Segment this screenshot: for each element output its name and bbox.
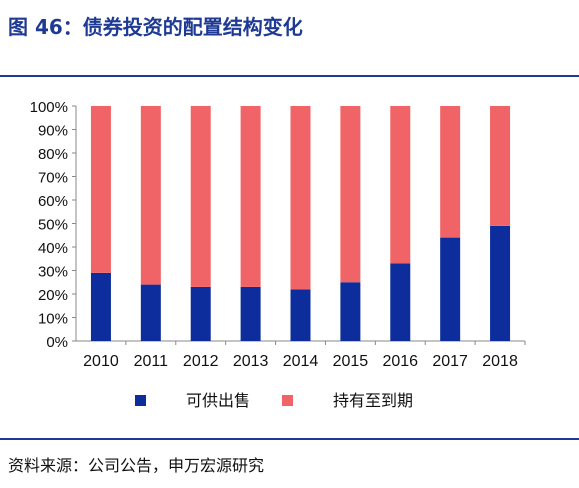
legend-label-available-for-sale: 可供出售 [186, 392, 250, 410]
bar-held-to-maturity-2011 [140, 106, 161, 285]
y-tick-label: 0% [46, 334, 68, 351]
bar-available-for-sale-2011 [140, 284, 161, 341]
x-tick-label: 2011 [134, 353, 169, 370]
y-tick-label: 20% [38, 287, 68, 304]
legend-label-held-to-maturity: 持有至到期 [333, 392, 413, 410]
legend-swatch-available-for-sale [135, 395, 146, 406]
y-tick-label: 90% [38, 123, 68, 140]
y-tick-label: 80% [38, 146, 68, 163]
x-tick-label: 2010 [83, 353, 119, 370]
bar-held-to-maturity-2014 [290, 106, 311, 290]
source-divider [0, 438, 579, 440]
x-tick-label: 2018 [482, 353, 518, 370]
bar-held-to-maturity-2018 [490, 106, 511, 226]
bar-held-to-maturity-2012 [190, 106, 211, 287]
x-tick-label: 2016 [382, 353, 418, 370]
y-tick-label: 60% [38, 193, 68, 210]
y-tick-label: 70% [38, 170, 68, 187]
bar-held-to-maturity-2016 [390, 106, 411, 264]
bar-available-for-sale-2010 [90, 272, 111, 341]
title-divider [0, 75, 579, 77]
bar-available-for-sale-2018 [490, 225, 511, 341]
bar-held-to-maturity-2015 [340, 106, 361, 283]
y-tick-label: 40% [38, 240, 68, 257]
bar-available-for-sale-2017 [440, 237, 461, 341]
source-note: 资料来源：公司公告，申万宏源研究 [8, 456, 265, 475]
x-tick-label: 2015 [333, 353, 369, 370]
bar-available-for-sale-2016 [390, 263, 411, 341]
x-tick-label: 2013 [233, 353, 269, 370]
y-tick-label: 10% [38, 311, 68, 328]
bar-held-to-maturity-2013 [240, 106, 261, 287]
stacked-bar-chart: 0% 10% 20% 30% 40% 50% 60% 70% 80% 90% 100% 2010 201… [30, 99, 526, 410]
bar-available-for-sale-2015 [340, 282, 361, 341]
x-tick-label: 2014 [283, 353, 319, 370]
legend-swatch-held-to-maturity [282, 395, 293, 406]
bar-held-to-maturity-2010 [90, 106, 111, 273]
bar-available-for-sale-2012 [190, 286, 211, 341]
bar-available-for-sale-2013 [240, 286, 261, 341]
x-tick-label: 2017 [432, 353, 468, 370]
bar-available-for-sale-2014 [290, 289, 311, 341]
y-tick-label: 100% [30, 99, 68, 116]
y-tick-label: 30% [38, 264, 68, 281]
y-tick-label: 50% [38, 217, 68, 234]
bar-held-to-maturity-2017 [440, 106, 461, 238]
x-tick-label: 2012 [183, 353, 219, 370]
figure-title: 图 46：债券投资的配置结构变化 [8, 15, 303, 39]
